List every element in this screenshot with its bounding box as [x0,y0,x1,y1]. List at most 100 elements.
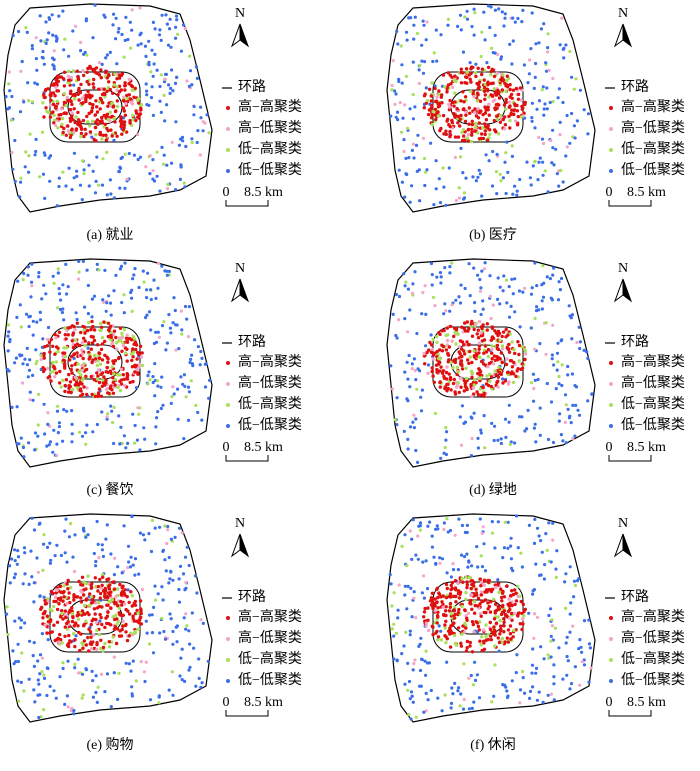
cluster-point [156,384,160,388]
cluster-point [7,330,11,334]
cluster-point [499,624,503,628]
cluster-point [420,43,424,47]
cluster-point [496,297,500,301]
cluster-point [497,590,501,595]
cluster-point [56,306,60,310]
cluster-point [49,337,53,342]
cluster-point [563,420,567,424]
scale-label: 0 [606,185,613,200]
cluster-point [539,27,543,31]
cluster-point [35,82,40,86]
cluster-point [506,520,510,524]
cluster-point [465,552,469,556]
cluster-point [136,97,141,101]
cluster-point [67,610,71,615]
cluster-point [20,353,24,357]
cluster-point [455,365,460,370]
cluster-point [187,668,191,672]
cluster-point [513,102,517,106]
cluster-point [465,639,470,644]
cluster-point [208,378,212,382]
cluster-point [73,383,78,387]
cluster-point [489,638,493,642]
cluster-point [444,309,448,313]
cluster-point [83,331,87,335]
cluster-point [115,587,120,591]
cluster-point [61,661,65,665]
cluster-point [178,564,183,568]
cluster-point [137,116,141,120]
cluster-point [102,87,106,91]
cluster-point [499,351,504,355]
cluster-point [193,574,198,578]
cluster-point [124,101,128,106]
cluster-point [111,420,115,425]
cluster-point [421,290,425,295]
cluster-point [585,350,589,354]
cluster-point [30,47,34,51]
cluster-point [504,84,508,88]
cluster-point [586,399,590,403]
cluster-point [462,555,467,559]
cluster-point [123,83,128,88]
cluster-point [458,124,462,128]
cluster-point [549,634,553,638]
cluster-point [409,586,413,590]
cluster-point [133,599,137,604]
cluster-point [485,138,490,142]
cluster-point [83,343,87,348]
cluster-point [86,312,90,316]
cluster-point [144,82,148,86]
cluster-point [131,616,135,621]
cluster-point [523,429,527,433]
cluster-point [178,177,182,181]
cluster-point [523,691,527,695]
cluster-point [586,356,590,360]
cluster-point [81,693,85,697]
cluster-point [430,545,434,549]
cluster-point [115,99,120,103]
cluster-point [42,151,46,155]
cluster-point [587,618,591,622]
cluster-point [121,341,125,345]
cluster-point [111,380,116,384]
cluster-point [502,24,506,28]
cluster-point [36,693,40,697]
cluster-point [129,46,133,50]
cluster-point [468,111,472,116]
cluster-point [569,421,573,425]
cluster-point [53,595,58,599]
cluster-point [478,289,482,293]
cluster-point [112,329,117,333]
cluster-point [397,294,402,299]
cluster-point [96,368,101,372]
scale-label: 8.5 km [627,695,666,710]
cluster-point [19,176,23,180]
cluster-point [81,672,85,676]
cluster-point [516,16,520,21]
cluster-point [87,627,91,631]
cluster-point [89,347,94,351]
cluster-point [138,344,143,348]
legend-symbol [609,169,613,173]
cluster-point [70,188,74,192]
cluster-point [43,609,47,614]
cluster-point [84,19,88,23]
cluster-point [482,647,487,651]
cluster-point [422,574,426,578]
cluster-point [68,600,72,605]
cluster-point [59,298,63,302]
cluster-point [72,151,76,155]
cluster-point [81,583,85,587]
cluster-point [510,277,514,281]
cluster-point [503,612,508,617]
cluster-point [542,577,546,581]
cluster-point [470,334,475,338]
cluster-point [95,371,99,375]
cluster-point [431,605,435,610]
cluster-point [62,362,67,366]
cluster-point [453,612,457,617]
cluster-point [418,684,422,688]
cluster-point [472,7,476,11]
